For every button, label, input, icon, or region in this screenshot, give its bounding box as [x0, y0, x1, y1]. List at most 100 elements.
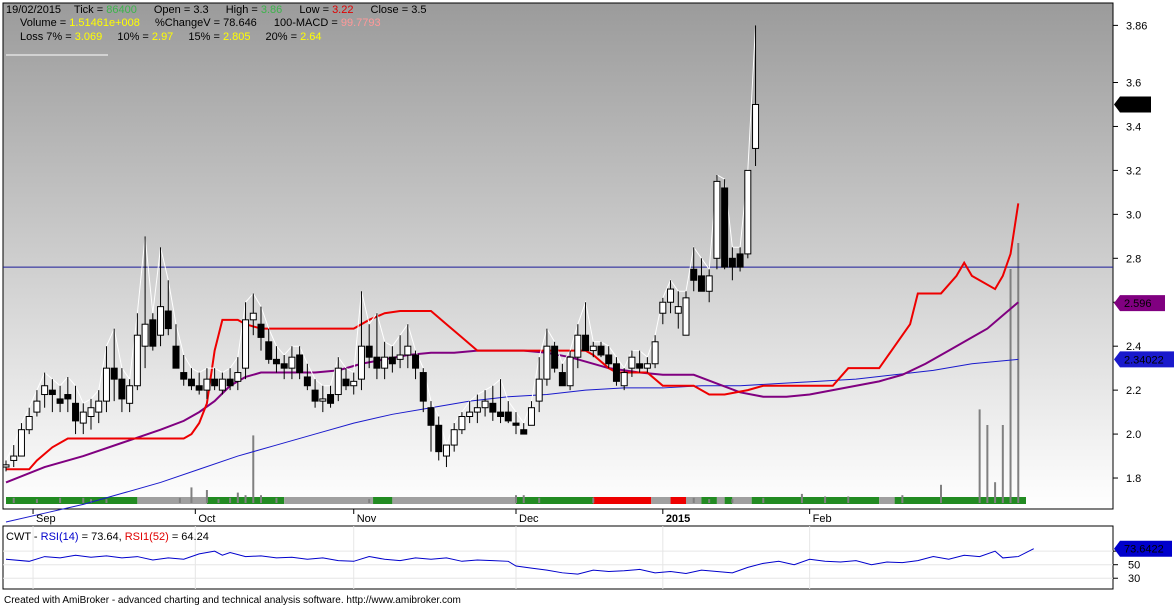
candle-body: [435, 424, 443, 453]
candle-body: [288, 356, 296, 369]
date-tick-label: Feb: [813, 513, 832, 525]
candle-body: [79, 411, 87, 424]
candle-body: [242, 319, 250, 369]
candle-body: [25, 416, 33, 431]
candle-body: [427, 407, 435, 426]
ribbon-segment: [879, 497, 895, 504]
candle-body: [612, 363, 620, 382]
candle-body: [381, 356, 389, 369]
price-pane[interactable]: [2, 2, 1114, 510]
volume-bar: [12, 497, 15, 503]
candle-body: [589, 345, 597, 352]
candle-body: [280, 363, 288, 369]
candle-body: [558, 372, 566, 387]
header-line-2: Volume = 1.51461e+008 %ChangeV = 78.646 …: [20, 17, 381, 29]
candle-body: [721, 187, 729, 268]
candle-body: [102, 367, 110, 402]
candle-body: [203, 378, 211, 391]
candle-body: [504, 411, 512, 422]
candle-body: [527, 407, 535, 426]
last-value-label: 2.596: [1124, 298, 1152, 310]
candle-body: [667, 288, 675, 303]
volume-bar: [538, 497, 541, 503]
volume-bar: [59, 497, 62, 503]
candle-body: [458, 416, 466, 431]
candle-body: [95, 400, 103, 413]
volume-bar: [708, 499, 711, 503]
header-loss10-value: 2.97: [152, 31, 173, 43]
candle-body: [674, 306, 682, 314]
candle-body: [520, 429, 528, 435]
rsi-indicator: 30507073.6422: [5, 540, 1172, 585]
rsi-tick-label: 30: [1128, 573, 1140, 585]
volume-bar: [692, 497, 695, 503]
candle-body: [303, 376, 311, 387]
ribbon-segment: [516, 497, 594, 504]
ribbon-segment: [651, 497, 671, 504]
date-tick-label: Sep: [36, 513, 56, 525]
candle-body: [736, 253, 744, 268]
header-line-1: 19/02/2015 Tick = 86400 Open = 3.3 High …: [6, 4, 427, 16]
volume-bar: [368, 499, 371, 503]
candle-body: [628, 356, 636, 369]
candle-body: [388, 356, 396, 365]
candle-body: [187, 378, 195, 387]
volume-bar: [1017, 243, 1020, 503]
candle-body: [319, 398, 327, 402]
volume-bar: [762, 497, 765, 503]
candle-body: [149, 319, 157, 347]
volume-bar: [800, 493, 803, 503]
candle-body: [481, 400, 489, 409]
ribbon-segment: [716, 497, 725, 504]
rsi14-label: RSI(14): [41, 531, 79, 543]
header-line-3: Loss 7% = 3.069 10% = 2.97 15% = 2.805 2…: [20, 31, 322, 43]
candle-body: [334, 367, 342, 396]
header-low-label: Low =: [299, 4, 332, 16]
candle-body: [535, 378, 543, 402]
price-tick-label: 2.8: [1126, 253, 1141, 265]
price-tick-label: 1.8: [1126, 473, 1141, 485]
candle-body: [87, 407, 95, 418]
volume-bar: [824, 496, 827, 503]
candle-body: [450, 429, 458, 446]
volume-bar: [217, 499, 220, 503]
candle-body: [249, 312, 257, 321]
volume-bar: [994, 482, 997, 503]
ribbon-segment: [284, 497, 374, 504]
volume-bar: [940, 484, 942, 503]
rsi-header: CWT - RSI(14) = 73.64, RSI1(52) = 64.24: [6, 531, 209, 543]
trend-ribbon: [6, 497, 1026, 504]
candle-body: [172, 345, 180, 369]
candle-body: [605, 354, 613, 365]
candle-body: [582, 334, 590, 352]
candle-body: [697, 275, 705, 292]
candle-body: [597, 345, 605, 356]
candle-body: [56, 398, 64, 404]
candle-body: [728, 257, 736, 268]
candle-body: [473, 407, 481, 413]
volume-bar: [986, 425, 989, 503]
candle-body: [744, 169, 752, 255]
price-tick-label: 3.6: [1126, 78, 1141, 90]
candle-body: [574, 334, 582, 358]
ribbon-segment: [732, 497, 752, 504]
volume-bar: [260, 495, 262, 503]
candle-body: [234, 372, 242, 382]
candle-body: [752, 103, 760, 149]
candle-body: [713, 180, 721, 259]
header-loss7-value: 3.069: [75, 31, 103, 43]
last-value-badge: [1114, 295, 1165, 312]
candle-body: [218, 378, 226, 391]
candle-body: [157, 306, 165, 336]
header-changev: %ChangeV = 78.646: [155, 17, 257, 29]
volume-bar: [190, 487, 193, 503]
header-close: Close = 3.5: [371, 4, 427, 16]
header-volume-value: 1.51461e+008: [69, 17, 140, 29]
candle-body: [296, 354, 304, 374]
candle-body: [690, 268, 698, 281]
candle-body: [651, 341, 659, 365]
candle-body: [33, 400, 41, 413]
volume-bar: [105, 499, 108, 503]
rsi-tick-label: 50: [1128, 560, 1140, 572]
